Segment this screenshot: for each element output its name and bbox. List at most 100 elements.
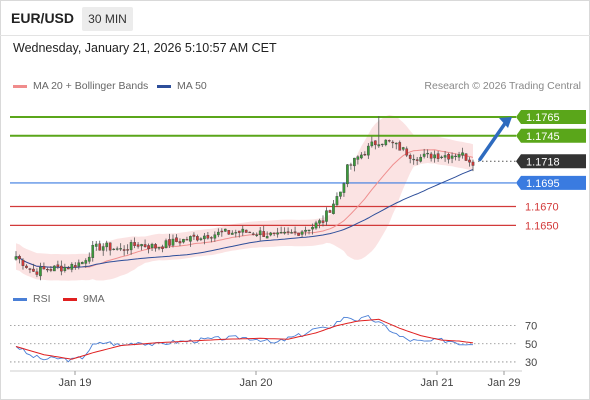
candle-body xyxy=(461,152,464,156)
candle-body xyxy=(175,237,178,242)
timeframe-badge[interactable]: 30 MIN xyxy=(82,7,133,31)
candle xyxy=(196,234,199,242)
rsi-swatch xyxy=(13,297,27,301)
candle xyxy=(185,236,189,241)
candle-body xyxy=(73,265,77,268)
candle-body xyxy=(269,232,272,236)
candle-body xyxy=(42,266,46,270)
candle-body xyxy=(192,234,196,237)
bollinger-band xyxy=(16,114,473,281)
candle xyxy=(161,244,164,253)
candle xyxy=(293,226,297,236)
time-tick-label: Jan 29 xyxy=(487,377,520,389)
candle-body xyxy=(94,243,98,247)
rsi-tick-label: 30 xyxy=(525,357,537,369)
rsi-ma9-line xyxy=(15,318,474,360)
candle xyxy=(272,232,276,237)
candle-body xyxy=(325,210,328,222)
candle xyxy=(394,142,398,150)
candle-body xyxy=(32,268,35,272)
candle-body xyxy=(28,268,32,270)
research-credit: Research © 2026 Trading Central xyxy=(424,80,581,92)
candle-body xyxy=(91,244,95,258)
candle-body xyxy=(279,232,283,234)
candle-body xyxy=(422,153,426,157)
time-tick-label: Jan 20 xyxy=(239,377,272,389)
rsi-label: RSI xyxy=(33,293,51,305)
candle xyxy=(143,239,147,248)
ma50-line xyxy=(15,169,474,269)
candle-body xyxy=(119,248,122,250)
candle xyxy=(279,226,283,234)
candle-body xyxy=(346,164,349,185)
candle-body xyxy=(251,233,255,235)
candle-body xyxy=(98,243,102,251)
candle xyxy=(39,262,42,281)
candle xyxy=(391,140,395,149)
candle-body xyxy=(21,259,25,266)
candle xyxy=(290,229,293,234)
rsi-tick-label: 50 xyxy=(525,339,537,351)
candle-body xyxy=(283,231,286,234)
candle-body xyxy=(14,256,18,260)
candle xyxy=(346,163,349,188)
candle-body xyxy=(223,228,227,232)
candle-body xyxy=(150,243,154,248)
candle xyxy=(14,251,18,261)
candle xyxy=(454,153,457,161)
level-label: 1.1670 xyxy=(525,201,559,213)
candle-body xyxy=(39,266,42,277)
candle-body xyxy=(471,161,475,166)
candle-body xyxy=(241,228,245,233)
candle-body xyxy=(60,265,63,272)
candle xyxy=(154,242,157,252)
candle xyxy=(356,155,360,165)
candle-body xyxy=(227,230,231,235)
candle xyxy=(405,146,409,158)
candle xyxy=(297,232,300,236)
candle-body xyxy=(405,148,409,156)
candle-body xyxy=(230,232,234,235)
candle-body xyxy=(147,245,150,250)
candle xyxy=(258,227,262,241)
candle xyxy=(384,139,388,147)
candle-body xyxy=(380,143,384,146)
candle-body xyxy=(307,229,311,232)
candle xyxy=(56,260,60,270)
time-tick-label: Jan 19 xyxy=(58,377,91,389)
candle xyxy=(108,242,112,256)
ma9-label: 9MA xyxy=(83,293,105,305)
candle xyxy=(140,243,143,251)
candle xyxy=(210,236,213,243)
candle-body xyxy=(70,263,74,270)
candle-body xyxy=(412,158,416,161)
candle-body xyxy=(349,164,353,166)
candle-body xyxy=(105,242,109,248)
level-label: 1.1765 xyxy=(526,112,560,124)
candle-body xyxy=(377,144,381,147)
level-tag-1.1650: 1.1650 xyxy=(525,220,559,232)
candle xyxy=(77,259,81,270)
candle xyxy=(377,116,381,148)
candle xyxy=(248,231,252,234)
candle-body xyxy=(213,234,217,239)
candle-body xyxy=(408,154,412,159)
candle-body xyxy=(161,246,164,249)
candle-body xyxy=(419,156,423,162)
candle xyxy=(244,229,248,233)
candle xyxy=(265,231,269,239)
level-tag-1.1670: 1.1670 xyxy=(525,201,559,213)
candle-body xyxy=(429,153,433,159)
candle-body xyxy=(311,226,314,230)
level-tag-shape xyxy=(516,128,586,143)
candle xyxy=(440,155,443,160)
candle-body xyxy=(304,229,307,232)
candle xyxy=(234,229,238,238)
candle-body xyxy=(143,244,147,247)
candle xyxy=(129,239,133,255)
candle xyxy=(408,153,412,164)
candle-body xyxy=(101,246,105,251)
candle-body xyxy=(360,154,363,159)
candle xyxy=(335,192,339,207)
